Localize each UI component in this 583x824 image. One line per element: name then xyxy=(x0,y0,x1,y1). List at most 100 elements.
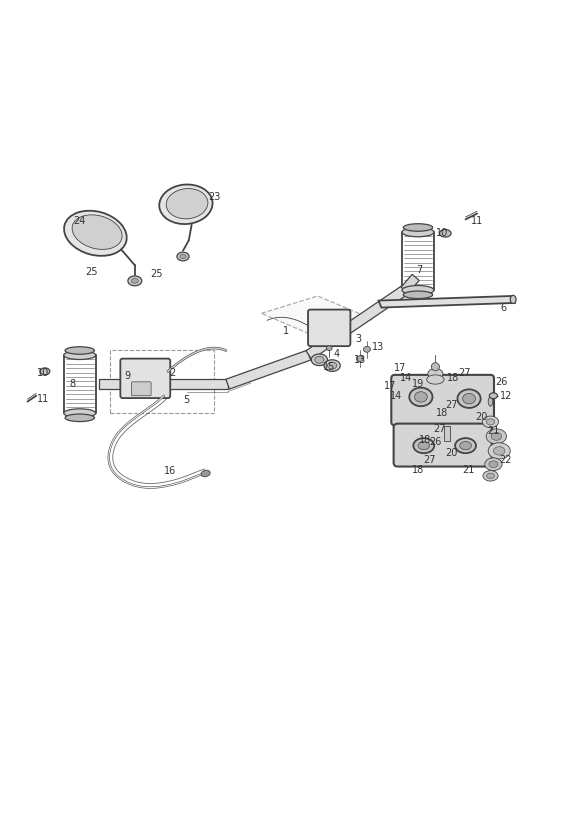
Ellipse shape xyxy=(409,387,433,406)
Ellipse shape xyxy=(486,419,495,425)
Text: 17: 17 xyxy=(384,381,396,391)
Ellipse shape xyxy=(131,279,138,283)
Ellipse shape xyxy=(493,447,505,455)
Text: 3: 3 xyxy=(355,335,361,344)
Ellipse shape xyxy=(328,362,337,369)
Text: 9: 9 xyxy=(125,371,131,381)
Ellipse shape xyxy=(201,471,210,477)
Text: 22: 22 xyxy=(499,455,511,465)
Ellipse shape xyxy=(166,189,208,219)
Ellipse shape xyxy=(510,295,516,303)
Ellipse shape xyxy=(415,391,427,402)
Ellipse shape xyxy=(65,414,94,422)
Ellipse shape xyxy=(403,291,433,298)
Polygon shape xyxy=(99,379,228,390)
Text: 27: 27 xyxy=(433,424,446,434)
Ellipse shape xyxy=(488,442,510,459)
Text: 18: 18 xyxy=(419,435,431,445)
Polygon shape xyxy=(444,426,451,441)
Polygon shape xyxy=(261,296,373,336)
Ellipse shape xyxy=(402,285,434,295)
Ellipse shape xyxy=(413,438,434,453)
Ellipse shape xyxy=(488,397,493,406)
Ellipse shape xyxy=(72,215,122,250)
Text: 23: 23 xyxy=(209,192,221,203)
Text: 25: 25 xyxy=(85,267,97,277)
Polygon shape xyxy=(432,422,445,456)
Ellipse shape xyxy=(177,252,189,261)
Ellipse shape xyxy=(311,354,328,366)
Ellipse shape xyxy=(460,442,472,450)
Ellipse shape xyxy=(363,346,370,352)
Text: 12: 12 xyxy=(500,391,512,400)
Ellipse shape xyxy=(403,224,433,232)
Ellipse shape xyxy=(65,347,94,354)
Polygon shape xyxy=(401,274,419,293)
FancyBboxPatch shape xyxy=(308,310,350,346)
Ellipse shape xyxy=(64,351,96,359)
Text: 27: 27 xyxy=(458,368,470,377)
Polygon shape xyxy=(378,296,515,307)
Ellipse shape xyxy=(458,390,480,408)
Text: 10: 10 xyxy=(37,368,50,377)
Text: 13: 13 xyxy=(373,342,385,352)
Ellipse shape xyxy=(489,393,497,399)
Ellipse shape xyxy=(486,428,507,444)
Text: 14: 14 xyxy=(390,391,402,401)
Ellipse shape xyxy=(356,356,363,362)
Text: 16: 16 xyxy=(163,466,176,476)
Ellipse shape xyxy=(64,211,127,256)
Text: 4: 4 xyxy=(333,349,340,359)
Text: 11: 11 xyxy=(37,394,50,405)
Ellipse shape xyxy=(427,375,444,384)
Ellipse shape xyxy=(159,185,213,224)
Ellipse shape xyxy=(484,458,502,471)
Text: 18: 18 xyxy=(447,373,459,383)
Ellipse shape xyxy=(128,276,142,286)
Text: 27: 27 xyxy=(423,455,436,465)
Text: 2: 2 xyxy=(170,368,175,377)
Text: 24: 24 xyxy=(73,216,86,226)
Ellipse shape xyxy=(315,356,324,363)
Text: 13: 13 xyxy=(354,355,366,365)
Text: 20: 20 xyxy=(476,412,488,422)
Text: 15: 15 xyxy=(323,362,335,372)
FancyBboxPatch shape xyxy=(120,358,170,398)
Text: 8: 8 xyxy=(69,379,75,389)
Text: 25: 25 xyxy=(150,269,163,279)
Text: 18: 18 xyxy=(412,465,424,475)
Text: 11: 11 xyxy=(471,216,483,226)
Polygon shape xyxy=(306,286,408,359)
Ellipse shape xyxy=(180,255,186,259)
Ellipse shape xyxy=(40,368,50,375)
Text: 21: 21 xyxy=(487,425,500,436)
FancyBboxPatch shape xyxy=(394,424,491,466)
Text: 26: 26 xyxy=(429,438,441,447)
Text: 27: 27 xyxy=(445,400,457,410)
Text: 20: 20 xyxy=(445,447,457,457)
Text: 5: 5 xyxy=(183,396,189,405)
FancyBboxPatch shape xyxy=(131,382,151,396)
Text: 7: 7 xyxy=(416,265,422,275)
Ellipse shape xyxy=(487,473,494,479)
Ellipse shape xyxy=(455,438,476,453)
Ellipse shape xyxy=(463,393,475,404)
Text: 26: 26 xyxy=(496,377,508,386)
Text: 21: 21 xyxy=(462,465,475,475)
Ellipse shape xyxy=(440,230,451,237)
Text: 6: 6 xyxy=(500,302,507,312)
Ellipse shape xyxy=(428,368,443,379)
Text: 14: 14 xyxy=(401,373,413,383)
Ellipse shape xyxy=(489,461,498,467)
Ellipse shape xyxy=(326,346,332,350)
Ellipse shape xyxy=(402,227,434,236)
Text: 17: 17 xyxy=(394,363,407,373)
FancyBboxPatch shape xyxy=(391,375,494,425)
Ellipse shape xyxy=(483,471,498,481)
Polygon shape xyxy=(226,350,311,389)
Ellipse shape xyxy=(482,416,498,428)
Text: 10: 10 xyxy=(436,228,448,238)
Text: 18: 18 xyxy=(436,408,448,418)
Ellipse shape xyxy=(418,442,430,450)
Ellipse shape xyxy=(64,409,96,418)
